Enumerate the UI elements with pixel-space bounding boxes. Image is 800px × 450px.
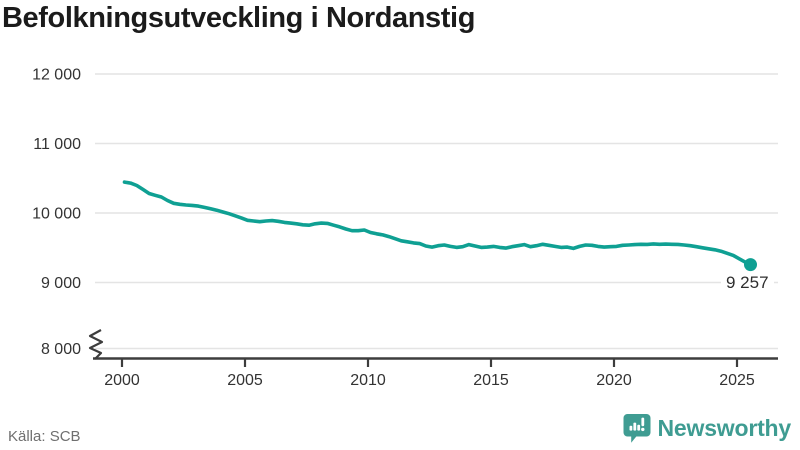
x-axis-label-2000: 2000 — [104, 372, 140, 389]
x-axis-label-2020: 2020 — [596, 372, 632, 389]
chart-title: Befolkningsutveckling i Nordanstig — [2, 2, 476, 34]
end-point-marker — [744, 258, 757, 272]
bar-chart-exclamation-glyph — [629, 417, 645, 432]
y-axis-label-12000: 12 000 — [32, 67, 81, 84]
plot-area: 12 000 11 000 10 000 9 000 8 000 2000 2005 2010… — [32, 67, 778, 389]
x-axis-label-2005: 2005 — [227, 372, 263, 389]
newsworthy-logo-icon — [623, 414, 651, 443]
x-axis-label-2025: 2025 — [719, 372, 755, 389]
y-axis-label-8000: 8 000 — [41, 341, 81, 358]
y-axis-label-9000: 9 000 — [41, 275, 81, 292]
source-label: Källa: SCB — [8, 428, 81, 445]
speech-bubble-shape — [623, 414, 651, 443]
population-line — [122, 180, 753, 267]
y-axis-label-10000: 10 000 — [32, 206, 81, 223]
x-axis-label-2015: 2015 — [473, 372, 509, 389]
end-value-label: 9 257 — [721, 273, 774, 293]
axis-break-icon — [88, 329, 104, 360]
newsworthy-logo-text: Newsworthy — [657, 415, 792, 441]
newsworthy-logo[interactable]: Newsworthy — [623, 413, 791, 444]
x-axis-label-2010: 2010 — [350, 372, 386, 389]
y-axis-label-11000: 11 000 — [33, 136, 81, 153]
